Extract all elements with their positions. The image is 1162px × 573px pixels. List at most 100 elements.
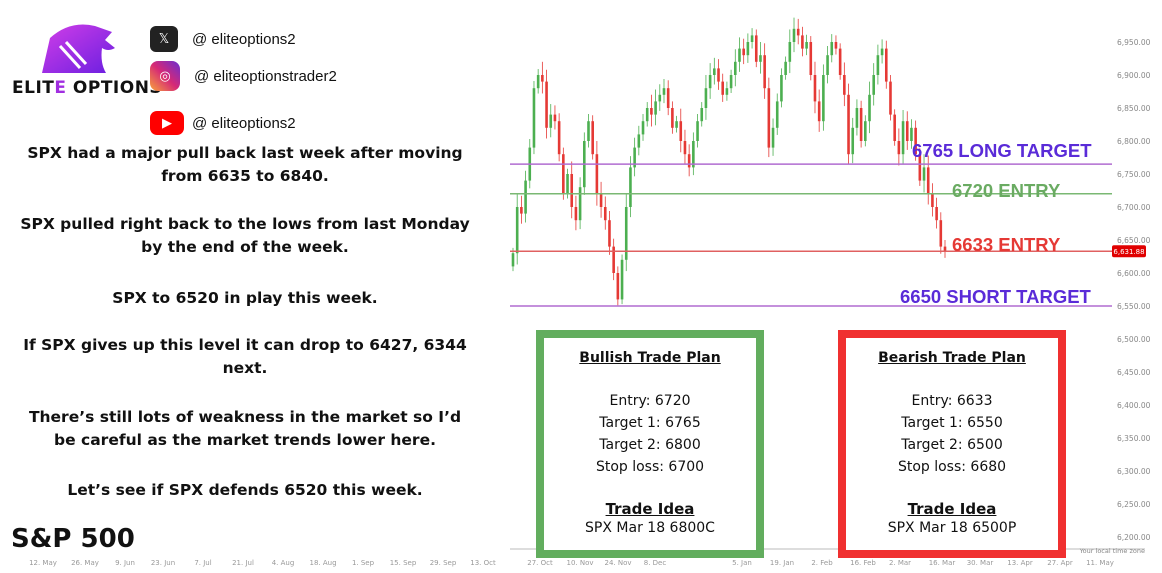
social-youtube[interactable]: ▶ @ eliteoptions2 — [150, 109, 296, 137]
candle-body — [570, 174, 574, 207]
x-tick-label: 12. May — [29, 559, 57, 567]
short-entry-label: 6633 ENTRY — [952, 234, 1061, 255]
y-tick-label: 6,600.00 — [1117, 269, 1151, 278]
x-tick-label: 13. Apr — [1007, 559, 1033, 567]
bearish-title: Bearish Trade Plan — [878, 350, 1026, 366]
y-tick-label: 6,450.00 — [1117, 368, 1151, 377]
x-tick-label: 5. Jan — [732, 559, 752, 567]
social-instagram[interactable]: ◎ @ eliteoptionstrader2 — [150, 61, 337, 91]
candle-body — [868, 94, 871, 122]
candle-body — [780, 75, 783, 102]
candle-body — [905, 121, 909, 141]
candle-body — [511, 253, 515, 267]
candle-body — [771, 127, 775, 148]
long-target-label: 6765 LONG TARGET — [912, 140, 1092, 161]
y-tick-label: 6,550.00 — [1117, 302, 1151, 311]
x-tick-label: 4. Aug — [272, 559, 295, 567]
bullish-target-1: Target 1: 6765 — [599, 415, 701, 431]
eagle-candlestick-logo — [42, 24, 115, 73]
candle-body — [897, 141, 901, 155]
x-tick-label: 24. Nov — [604, 559, 631, 567]
x-tick-label: 16. Feb — [850, 559, 876, 567]
candle-body — [595, 154, 599, 194]
candle-body — [599, 193, 603, 207]
x-tick-label: 13. Oct — [470, 559, 496, 567]
bullish-target-2: Target 2: 6800 — [599, 437, 701, 453]
bullish-trade-plan: Bullish Trade Plan Entry: 6720 Target 1:… — [536, 330, 764, 558]
candle-body — [650, 108, 653, 115]
x-tick-label: 18. Aug — [309, 559, 336, 567]
candle-body — [562, 154, 565, 194]
candle-body — [532, 88, 536, 148]
commentary-3: SPX to 6520 in play this week. — [112, 289, 378, 307]
candle-body — [692, 141, 695, 168]
candle-body — [524, 180, 527, 214]
candle-body — [683, 141, 687, 155]
candle-body — [750, 35, 754, 42]
x-tick-label: 26. May — [71, 559, 99, 567]
bullish-stop-loss: Stop loss: 6700 — [595, 459, 705, 475]
ticker-label: S&P 500 — [11, 524, 135, 554]
candle-body — [608, 220, 611, 247]
candle-body — [574, 207, 578, 221]
x-tick-label: 2. Mar — [889, 559, 911, 567]
candle-body — [713, 68, 716, 75]
candle-body — [864, 121, 867, 141]
candle-body — [700, 108, 704, 122]
candle-body — [545, 81, 548, 128]
bearish-entry: Entry: 6633 — [911, 393, 993, 409]
bullish-title: Bullish Trade Plan — [579, 350, 721, 366]
candle-body — [918, 154, 922, 181]
candle-body — [553, 114, 557, 122]
bullish-entry: Entry: 6720 — [609, 393, 691, 409]
candle-body — [671, 108, 674, 128]
candle-body — [767, 88, 771, 148]
x-tick-label: 11. May — [1086, 559, 1114, 567]
candle-body — [666, 88, 670, 108]
candle-body — [578, 187, 582, 221]
y-tick-label: 6,850.00 — [1117, 104, 1151, 113]
y-tick-label: 6,250.00 — [1117, 500, 1151, 509]
candle-body — [587, 121, 590, 141]
candle-body — [624, 207, 628, 260]
bearish-idea: SPX Mar 18 6500P — [887, 520, 1017, 536]
candle-body — [859, 108, 863, 141]
candle-body — [549, 114, 553, 128]
candle-body — [796, 28, 800, 36]
candle-body — [792, 28, 796, 42]
candle-body — [746, 42, 750, 56]
candle-body — [658, 94, 662, 102]
candle-body — [536, 75, 540, 89]
candle-body — [935, 207, 938, 221]
youtube-handle: @ eliteoptions2 — [192, 114, 296, 132]
candle-body — [708, 75, 712, 89]
x-tick-label: 2. Feb — [811, 559, 833, 567]
y-tick-label: 6,200.00 — [1117, 533, 1151, 542]
candle-body — [742, 48, 745, 56]
candle-body — [876, 55, 880, 75]
x-icon: 𝕏 — [150, 26, 178, 52]
candle-body — [725, 88, 729, 95]
candle-body — [645, 108, 649, 122]
candle-body — [880, 48, 884, 56]
candle-body — [515, 207, 519, 254]
candle-body — [717, 68, 720, 82]
y-tick-label: 6,500.00 — [1117, 335, 1151, 344]
y-tick-label: 6,400.00 — [1117, 401, 1151, 410]
candle-body — [679, 121, 683, 141]
candle-body — [847, 94, 850, 155]
candle-body — [557, 121, 561, 155]
candle-body — [733, 61, 737, 75]
bearish-stop-loss: Stop loss: 6680 — [897, 459, 1007, 475]
last-price-label: 6,631.88 — [1113, 248, 1144, 256]
candle-body — [620, 259, 624, 300]
candle-body — [914, 127, 917, 155]
social-x[interactable]: 𝕏 @ eliteoptions2 — [150, 25, 296, 53]
candle-body — [541, 75, 544, 82]
bearish-target-1: Target 1: 6550 — [901, 415, 1003, 431]
youtube-icon: ▶ — [150, 111, 184, 135]
x-tick-label: 23. Jun — [151, 559, 175, 567]
x-tick-label: 27. Oct — [527, 559, 553, 567]
candle-body — [817, 101, 821, 122]
x-handle: @ eliteoptions2 — [192, 30, 296, 48]
